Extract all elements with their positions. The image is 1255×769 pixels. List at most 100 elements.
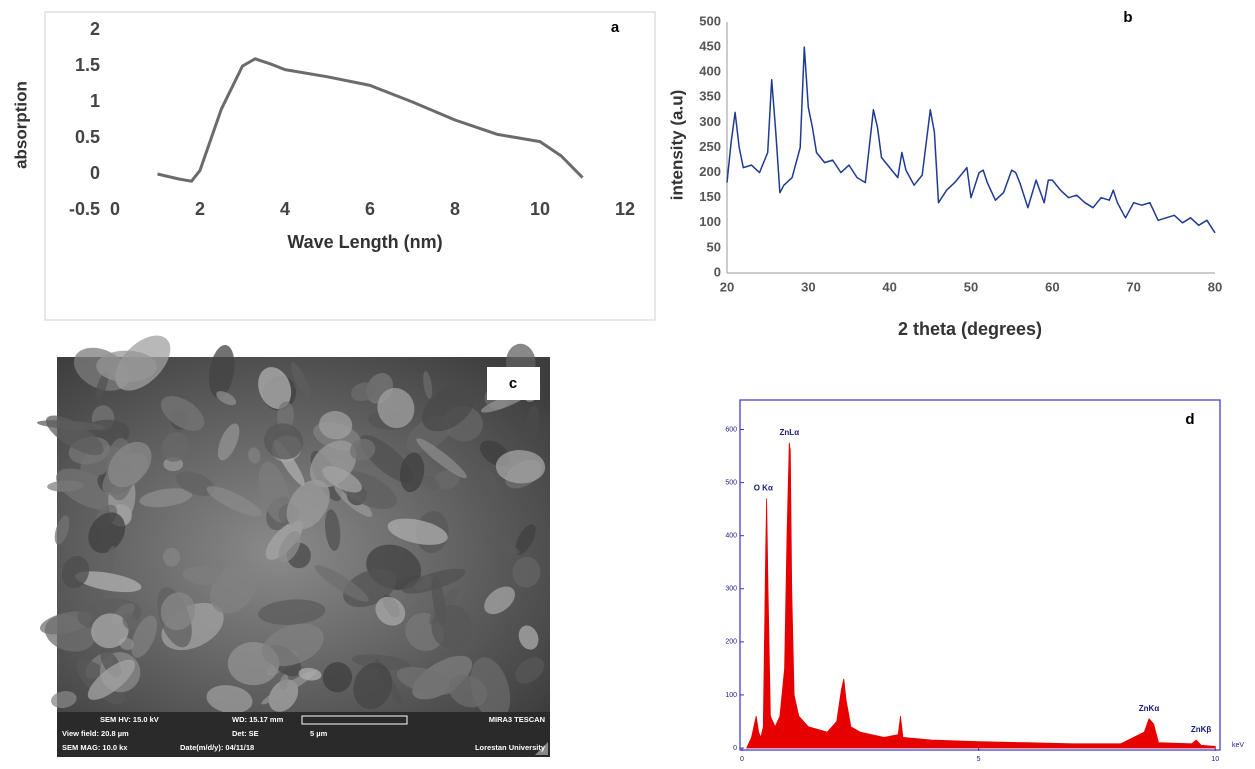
sem-image: c <box>36 335 550 757</box>
sem-grain <box>54 515 70 545</box>
x-tick-label: 30 <box>801 279 815 294</box>
y-tick-label: 2 <box>90 19 100 39</box>
x-tick-label: 5 <box>977 756 981 763</box>
x-tick-label: 0 <box>740 756 744 763</box>
data-line <box>157 57 584 183</box>
x-tick-label: 0 <box>110 199 120 219</box>
y-axis-label: absorption <box>11 81 30 169</box>
info-text: Lorestan University <box>475 743 546 752</box>
sem-grain <box>286 479 330 530</box>
sem-grain <box>387 518 448 545</box>
sem-grain <box>56 468 118 511</box>
sem-grain <box>264 423 304 460</box>
info-text: View field: 20.8 µm <box>62 729 129 738</box>
info-text: Det: SE <box>232 729 259 738</box>
sem-grain <box>526 405 540 442</box>
sem-grain <box>258 367 292 409</box>
sem-grain <box>96 350 157 383</box>
data-line <box>726 46 1216 234</box>
info-text: MIRA3 TESCAN <box>489 715 545 724</box>
panel-label: c <box>509 375 517 392</box>
x-tick-label: 8 <box>450 199 460 219</box>
y-tick-label: 150 <box>699 189 721 204</box>
sem-grain <box>349 438 376 461</box>
sem-grain <box>483 536 520 555</box>
info-bar <box>57 712 550 757</box>
info-text: SEM MAG: 10.0 kx <box>62 743 128 752</box>
sem-grain <box>421 385 475 432</box>
sem-texture <box>36 335 546 721</box>
sem-grain <box>61 556 90 589</box>
y-tick-label: 400 <box>725 533 737 540</box>
y-tick-label: 400 <box>699 64 721 79</box>
sem-grain <box>515 524 536 555</box>
x-tick-label: 20 <box>720 279 734 294</box>
sem-grain <box>210 564 257 614</box>
x-tick-label: 6 <box>365 199 375 219</box>
sem-grain <box>322 466 362 493</box>
sem-grain <box>515 657 545 684</box>
y-tick-label: 250 <box>699 139 721 154</box>
x-axis-label: Wave Length (nm) <box>287 232 442 252</box>
panel-label: a <box>611 19 620 36</box>
sem-grain <box>160 396 205 431</box>
sem-grain <box>161 432 189 462</box>
peak-label: ZnLα <box>780 428 800 437</box>
y-tick-label: 500 <box>725 479 737 486</box>
sem-grain <box>512 556 541 588</box>
y-tick-label: 300 <box>699 114 721 129</box>
sem-grain <box>351 382 376 402</box>
x-tick-label: 80 <box>1208 279 1222 294</box>
sem-grain <box>206 685 253 714</box>
sem-grain <box>131 615 158 658</box>
y-tick-label: 1.5 <box>75 55 100 75</box>
y-tick-label: 100 <box>725 692 737 699</box>
sem-grain <box>75 571 142 593</box>
logo <box>535 742 548 755</box>
panel-d-frame <box>739 399 1221 751</box>
sem-grain <box>518 625 539 650</box>
sem-grain <box>483 469 499 493</box>
sem-grain <box>324 509 341 551</box>
x-tick-label: 10 <box>530 199 550 219</box>
sem-grain <box>353 662 393 710</box>
sem-grain <box>122 613 137 630</box>
y-tick-label: 300 <box>725 586 737 593</box>
x-unit: keV <box>1232 742 1244 749</box>
sem-grain <box>448 674 488 708</box>
sem-grain <box>45 415 104 456</box>
sem-grain <box>279 674 289 691</box>
y-tick-label: 600 <box>725 426 737 433</box>
x-tick-label: 2 <box>195 199 205 219</box>
sem-grain <box>484 586 515 615</box>
sem-grain <box>423 371 433 399</box>
y-tick-label: 500 <box>699 13 721 28</box>
x-axis-label: 2 theta (degrees) <box>898 319 1042 339</box>
sem-grain <box>160 592 196 631</box>
sem-grain <box>175 471 215 496</box>
y-tick-label: 100 <box>699 214 721 229</box>
sem-grain <box>139 488 193 508</box>
info-text: WD: 15.17 mm <box>232 715 284 724</box>
x-tick-label: 60 <box>1045 279 1059 294</box>
sem-grain <box>290 362 311 398</box>
panel-label: b <box>1123 9 1132 26</box>
sem-grain <box>162 547 181 567</box>
sem-grain <box>91 613 129 649</box>
x-tick-label: 4 <box>280 199 290 219</box>
y-tick-label: 200 <box>699 164 721 179</box>
info-text: SEM HV: 15.0 kV <box>100 715 159 724</box>
y-tick-label: 1 <box>90 91 100 111</box>
sem-grain <box>95 371 109 400</box>
sem-grain <box>216 391 237 406</box>
sem-grain <box>322 662 353 693</box>
sem-grain <box>399 452 425 493</box>
y-tick-label: 0 <box>90 163 100 183</box>
sem-grain <box>88 512 126 554</box>
sem-grain <box>261 670 317 705</box>
sem-grain <box>208 344 235 398</box>
label-box <box>487 367 540 400</box>
sem-grain <box>318 410 353 440</box>
sem-grain <box>87 659 136 700</box>
sem-grain <box>402 568 466 594</box>
